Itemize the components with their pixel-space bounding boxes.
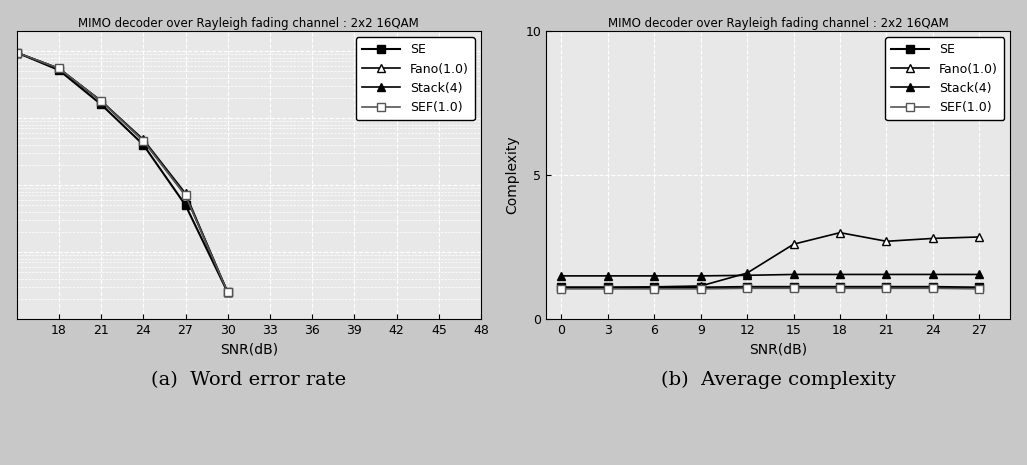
Title: MIMO decoder over Rayleigh fading channel : 2x2 16QAM: MIMO decoder over Rayleigh fading channe… [78,17,419,30]
Stack(4) [926,272,939,277]
SEF(1.0) [926,286,939,291]
Stack(4) [648,273,660,279]
Stack(4) [180,191,192,196]
Fano(1.0) [556,285,568,290]
SEF(1.0) [94,98,107,104]
Stack(4) [880,272,892,277]
X-axis label: SNR(dB): SNR(dB) [749,343,807,357]
Stack(4) [10,50,23,55]
SE [880,284,892,290]
SEF(1.0) [788,286,800,291]
SEF(1.0) [648,286,660,292]
Fano(1.0) [138,138,150,143]
SEF(1.0) [974,286,986,292]
Line: SE: SE [12,48,232,297]
X-axis label: SNR(dB): SNR(dB) [220,343,278,357]
Stack(4) [788,272,800,277]
Text: (a)  Word error rate: (a) Word error rate [151,371,346,389]
SE [834,284,846,290]
Fano(1.0) [834,230,846,235]
SEF(1.0) [222,290,234,295]
SE [926,284,939,290]
SE [138,142,150,147]
Stack(4) [834,272,846,277]
SE [974,285,986,290]
SEF(1.0) [10,50,23,55]
Stack(4) [556,273,568,279]
SE [10,50,23,55]
SE [648,285,660,290]
Fano(1.0) [694,283,707,289]
Fano(1.0) [741,270,754,276]
Fano(1.0) [602,285,614,290]
Legend: SE, Fano(1.0), Stack(4), SEF(1.0): SE, Fano(1.0), Stack(4), SEF(1.0) [356,37,474,120]
Fano(1.0) [880,239,892,244]
Fano(1.0) [926,236,939,241]
SE [180,202,192,208]
Line: Fano(1.0): Fano(1.0) [12,48,232,297]
Stack(4) [741,272,754,278]
Title: MIMO decoder over Rayleigh fading channel : 2x2 16QAM: MIMO decoder over Rayleigh fading channe… [608,17,949,30]
Stack(4) [694,273,707,279]
SE [788,284,800,290]
SEF(1.0) [602,286,614,292]
SEF(1.0) [180,193,192,198]
Fano(1.0) [10,50,23,55]
SEF(1.0) [880,286,892,291]
SEF(1.0) [52,66,65,71]
Fano(1.0) [94,98,107,104]
Stack(4) [94,98,107,104]
Fano(1.0) [180,193,192,198]
Line: Stack(4): Stack(4) [12,48,232,297]
Line: Fano(1.0): Fano(1.0) [558,228,984,292]
Fano(1.0) [788,241,800,247]
SEF(1.0) [741,286,754,291]
Stack(4) [138,137,150,142]
SE [222,290,234,295]
Line: SEF(1.0): SEF(1.0) [12,48,232,297]
Stack(4) [974,272,986,277]
Stack(4) [222,290,234,295]
SE [694,285,707,290]
SE [52,67,65,73]
Line: SE: SE [558,283,984,292]
SE [741,284,754,290]
Fano(1.0) [52,66,65,71]
Y-axis label: Complexity: Complexity [505,136,520,214]
SEF(1.0) [694,286,707,292]
Line: SEF(1.0): SEF(1.0) [558,284,984,293]
Legend: SE, Fano(1.0), Stack(4), SEF(1.0): SE, Fano(1.0), Stack(4), SEF(1.0) [885,37,1004,120]
Text: (b)  Average complexity: (b) Average complexity [660,371,896,389]
Stack(4) [52,66,65,71]
Line: Stack(4): Stack(4) [558,270,984,280]
SE [94,101,107,107]
Stack(4) [602,273,614,279]
Fano(1.0) [974,234,986,240]
SEF(1.0) [556,286,568,292]
SE [602,285,614,290]
Fano(1.0) [222,290,234,295]
SEF(1.0) [834,286,846,291]
SE [556,285,568,290]
Fano(1.0) [648,284,660,290]
SEF(1.0) [138,138,150,143]
